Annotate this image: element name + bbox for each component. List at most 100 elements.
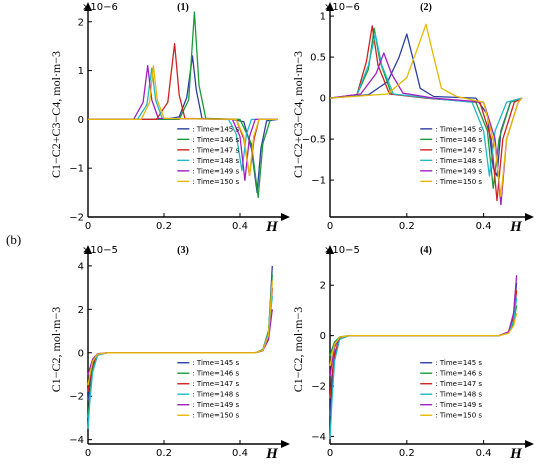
legend-entry: : Time=149 s — [192, 401, 239, 409]
panel-title: (1) — [177, 2, 189, 13]
x-axis-arrow — [525, 213, 534, 221]
y-axis-arrow — [326, 245, 334, 254]
y-tick-label: −1 — [69, 164, 84, 175]
legend-entry: : Time=145 s — [192, 359, 239, 367]
y-tick-label: 2 — [78, 17, 84, 28]
x-axis-arrow — [281, 213, 290, 221]
series-line-5 — [87, 309, 273, 375]
chart-panel-4: 0 0.2 0.4 −4 −2 0 2 ×10−5 (4) H C1−C2, mol·m−3: Ti… — [291, 245, 534, 462]
series-line-5 — [329, 275, 518, 377]
y-axis-label: C1−C2, mol·m−3 — [49, 307, 63, 393]
series-line-6 — [88, 65, 278, 177]
x-tick-label: 0 — [85, 221, 91, 232]
legend-entry: : Time=146 s — [435, 136, 482, 144]
x-axis-label: H — [265, 446, 279, 462]
y-tick-label: 1 — [320, 12, 326, 23]
legend: : Time=145 s : Time=146 s : Time=147 s : Ti… — [177, 125, 239, 186]
legend-entry: : Time=147 s — [192, 146, 239, 154]
x-axis-arrow — [525, 440, 534, 448]
panel-title: (3) — [177, 245, 189, 256]
legend: : Time=145 s : Time=146 s : Time=147 s : Ti… — [420, 125, 482, 186]
figure-label: (b) — [6, 232, 21, 247]
panel-title: (4) — [420, 245, 432, 256]
x-tick-label: 0.4 — [476, 221, 492, 232]
x-tick-label: 0 — [327, 221, 333, 232]
series-line-2 — [87, 274, 273, 418]
chart-panel-2: 0 0.2 0.4 −1 −0.5 0 0.5 1×10−6 (2) H C1−C2+C3−C4, … — [291, 2, 534, 235]
legend-entry: : Time=148 s — [435, 157, 482, 165]
legend-entry: : Time=146 s — [192, 136, 239, 144]
y-axis-arrow — [84, 245, 92, 254]
y-tick-label: −0.5 — [302, 135, 326, 146]
y-multiplier: ×10−6 — [82, 2, 118, 13]
y-tick-label: −1 — [311, 176, 326, 187]
x-axis-label: H — [265, 219, 279, 235]
series-line-6 — [329, 312, 518, 367]
series-line-6 — [87, 281, 273, 386]
x-tick-label: 0.4 — [232, 448, 248, 459]
y-axis-label: C1−C2+C3−C4, mol·m−3 — [49, 51, 63, 178]
series-line-1 — [329, 282, 518, 417]
y-tick-label: −2 — [69, 392, 84, 403]
y-axis-label: C1−C2, mol·m−3 — [291, 307, 305, 393]
x-axis-arrow — [281, 440, 290, 448]
legend-entry: : Time=147 s — [435, 380, 482, 388]
legend-entry: : Time=149 s — [435, 401, 482, 409]
y-multiplier: ×10−5 — [82, 245, 118, 256]
x-tick-label: 0.4 — [476, 448, 492, 459]
series-line-4 — [329, 297, 518, 440]
y-tick-label: 0.5 — [310, 53, 326, 64]
legend-entry: : Time=150 s — [435, 412, 482, 420]
series-line-3 — [329, 290, 518, 399]
series-line-3 — [88, 43, 278, 177]
y-multiplier: ×10−6 — [324, 2, 360, 13]
x-tick-label: 0.2 — [156, 448, 172, 459]
y-axis-arrow — [326, 2, 334, 11]
legend-entry: : Time=145 s — [435, 359, 482, 367]
legend-entry: : Time=145 s — [435, 125, 482, 133]
legend-entry: : Time=150 s — [192, 412, 239, 420]
y-tick-label: −2 — [69, 213, 84, 224]
y-tick-label: 0 — [320, 94, 326, 105]
y-tick-label: −4 — [69, 435, 84, 446]
x-tick-label: 0 — [327, 448, 333, 459]
y-tick-label: 1 — [78, 66, 84, 77]
series-line-3 — [329, 25, 523, 202]
y-tick-label: 0 — [78, 115, 84, 126]
y-tick-label: 0 — [78, 348, 84, 359]
y-tick-label: 0 — [320, 331, 326, 342]
chart-panel-3: 0 0.2 0.4 −4 −2 0 2 4 ×10−5 (3) H C1−C2, mol·m−3 : T… — [49, 245, 290, 462]
series-line-3 — [87, 287, 273, 392]
y-tick-label: −2 — [311, 382, 326, 393]
y-axis-label: C1−C2+C3−C4, mol·m−3 — [291, 51, 305, 178]
y-axis-arrow — [84, 2, 92, 11]
legend: : Time=145 s : Time=146 s : Time=147 s : Ti… — [420, 359, 482, 420]
x-tick-label: 0.2 — [156, 221, 172, 232]
x-tick-label: 0.2 — [399, 448, 415, 459]
legend-entry: : Time=150 s — [435, 178, 482, 186]
y-tick-label: 2 — [320, 281, 326, 292]
legend: : Time=145 s : Time=146 s : Time=147 s : Ti… — [177, 359, 239, 420]
x-tick-label: 0 — [85, 448, 91, 459]
legend-entry: : Time=147 s — [435, 146, 482, 154]
legend-entry: : Time=145 s — [192, 125, 239, 133]
legend-entry: : Time=148 s — [435, 391, 482, 399]
y-tick-label: 2 — [78, 305, 84, 316]
y-tick-label: −4 — [311, 432, 326, 443]
series-line-6 — [329, 23, 523, 198]
legend-entry: : Time=147 s — [192, 380, 239, 388]
series-line-1 — [87, 265, 273, 401]
legend-entry: : Time=148 s — [192, 391, 239, 399]
legend-entry: : Time=146 s — [192, 370, 239, 378]
legend-entry: : Time=148 s — [192, 157, 239, 165]
panel-title: (2) — [420, 2, 432, 13]
x-axis-label: H — [509, 219, 523, 235]
chart-panel-1: 0 0.2 0.4 −2 −1 0 1 2 ×10−6 (1) H C1−C2+C3−C4, mol·… — [49, 2, 290, 235]
legend-entry: : Time=146 s — [435, 370, 482, 378]
legend-entry: : Time=150 s — [192, 178, 239, 186]
legend-entry: : Time=149 s — [435, 167, 482, 175]
x-tick-label: 0.4 — [232, 221, 248, 232]
y-tick-label: 4 — [78, 261, 84, 272]
x-tick-label: 0.2 — [399, 221, 415, 232]
